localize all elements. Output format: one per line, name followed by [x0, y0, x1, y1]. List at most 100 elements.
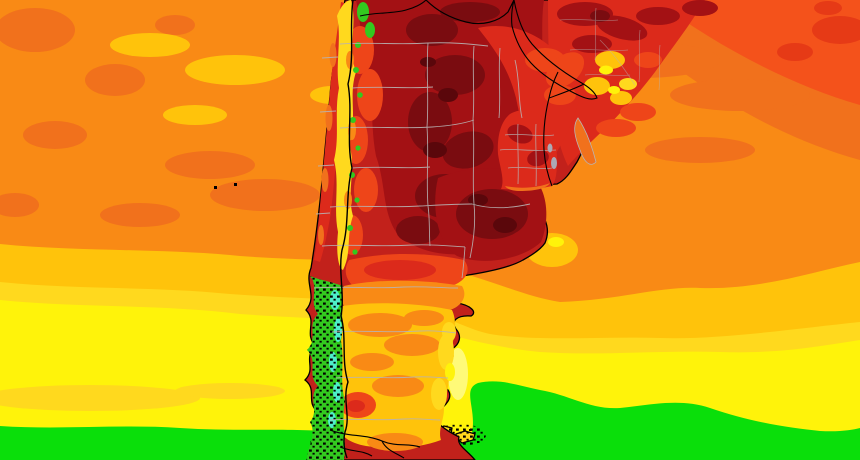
- pale-yellow-coastal-patch: [448, 348, 468, 400]
- tierra-del-fuego-patch: [367, 433, 423, 451]
- heat-patch: [325, 105, 333, 131]
- andes-green-spots: [347, 2, 375, 255]
- heat-patch: [584, 77, 610, 95]
- sst-patch: [645, 137, 755, 163]
- argentina-province-borders: [313, 42, 531, 421]
- vegetation-spot: [350, 117, 356, 123]
- heat-patch: [329, 43, 337, 67]
- sst-patch: [155, 15, 195, 35]
- heat-patch: [595, 51, 625, 69]
- speck: [477, 441, 480, 443]
- heat-core: [425, 55, 485, 95]
- admin-border: [594, 7, 597, 61]
- vegetation-spot: [347, 225, 353, 231]
- admin-border: [535, 123, 537, 187]
- argentina-paraguay-border: [425, 0, 515, 25]
- sst-patch: [100, 203, 180, 227]
- heat-patch: [599, 65, 613, 75]
- tierra-del-fuego-channel: [381, 440, 405, 459]
- green-band: [0, 381, 860, 460]
- sst-patch: [814, 1, 842, 15]
- vegetation-spot: [355, 42, 361, 48]
- uruguay-coast-rim: [505, 183, 550, 191]
- sst-patch: [85, 64, 145, 96]
- heat-core: [406, 14, 458, 46]
- santa-cruz-hot-core: [347, 400, 365, 412]
- admin-border: [426, 126, 429, 207]
- vegetation-spot: [365, 22, 375, 38]
- buenos-aires-hot-spot: [493, 217, 517, 233]
- admin-border: [658, 44, 661, 91]
- sst-patch: [812, 16, 860, 44]
- fjord-speckle-overlay: [307, 276, 345, 460]
- sst-patch: [23, 121, 87, 149]
- heat-patch: [608, 86, 620, 94]
- admin-border: [559, 19, 619, 21]
- uruguay: [497, 110, 557, 191]
- admin-border: [471, 203, 531, 209]
- juan-fernandez-islands: [214, 183, 237, 189]
- admin-border: [339, 119, 475, 129]
- sst-patch: [165, 151, 255, 179]
- heat-patch: [620, 103, 656, 121]
- heat-patch: [348, 313, 412, 337]
- uruguay-brazil-border: [548, 83, 585, 99]
- heat-patch: [682, 0, 718, 16]
- heat-patch: [610, 91, 632, 105]
- admin-border: [469, 203, 476, 259]
- sst-patch: [0, 8, 75, 52]
- pacific-dark-patches: [0, 8, 320, 227]
- coastal-lagoon: [547, 143, 553, 153]
- admin-border: [331, 330, 457, 334]
- coastal-lagoon: [551, 157, 557, 169]
- admin-border: [504, 134, 555, 136]
- pacific-gold-patches: [110, 33, 354, 125]
- admin-border: [351, 86, 434, 89]
- heat-patch: [354, 168, 378, 212]
- admin-border: [569, 49, 629, 51]
- heat-core: [423, 142, 447, 158]
- admin-border: [472, 45, 475, 121]
- sst-patch: [110, 33, 190, 57]
- admin-border: [584, 74, 631, 76]
- admin-border: [319, 110, 337, 113]
- vegetation-spot: [354, 197, 360, 203]
- admin-border: [461, 246, 466, 279]
- admin-border: [315, 212, 331, 215]
- sst-patch: [185, 55, 285, 85]
- heat-patch: [636, 7, 680, 25]
- heat-patch: [596, 15, 648, 41]
- heat-core: [396, 216, 440, 244]
- admin-border: [514, 59, 523, 119]
- argentina-bolivia-border: [359, 0, 427, 17]
- amber-dip: [0, 383, 285, 411]
- heat-patch: [350, 353, 394, 371]
- admin-border: [317, 164, 335, 167]
- patagonia-coastal-fringe: [431, 322, 456, 410]
- sst-patch: [210, 179, 320, 211]
- heat-patch: [507, 124, 533, 144]
- coastal-yellow-spot: [548, 237, 564, 247]
- tierra-del-fuego-channel: [339, 446, 373, 457]
- island-dot: [234, 183, 237, 186]
- admin-border: [321, 244, 466, 248]
- speck: [469, 429, 472, 431]
- rio-negro-red-core: [364, 260, 436, 280]
- heat-patch: [357, 69, 383, 121]
- heat-core: [408, 92, 452, 152]
- sst-patch: [670, 79, 810, 111]
- chile-region-borders: [315, 56, 339, 215]
- coastal-yellow-fringe: [445, 363, 455, 381]
- buenos-aires-core: [456, 189, 528, 239]
- uruguay-river-border: [543, 71, 559, 187]
- sst-patch: [777, 43, 813, 61]
- heat-patch: [596, 119, 636, 137]
- atlantic-ocean-hot-band: [655, 0, 860, 105]
- heat-patch: [318, 225, 324, 245]
- heat-core: [440, 2, 500, 22]
- vegetation-spot: [353, 67, 359, 73]
- admin-border: [351, 166, 431, 169]
- heat-patch: [384, 334, 440, 356]
